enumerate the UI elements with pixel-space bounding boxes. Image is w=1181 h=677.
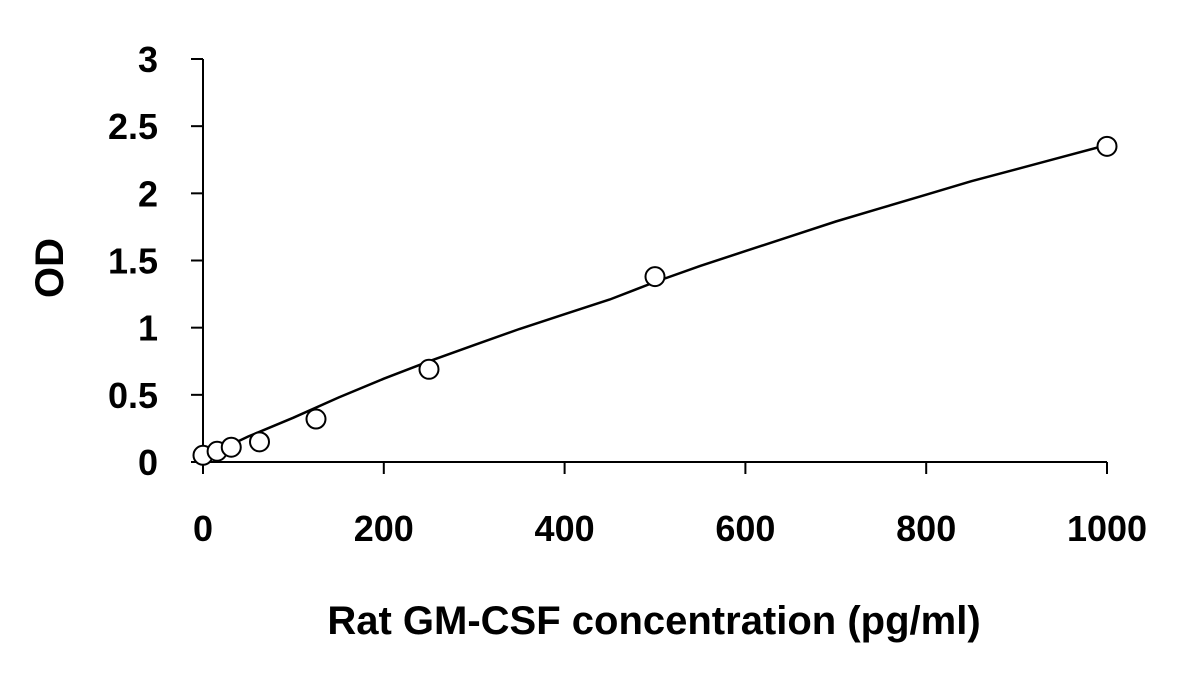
y-axis-ticks: 0 0.5 1 1.5 2 2.5 3 — [108, 39, 203, 483]
data-point — [249, 431, 270, 453]
x-tick-label: 400 — [535, 508, 595, 549]
x-tick-label: 200 — [354, 508, 414, 549]
x-axis-title: Rat GM-CSF concentration (pg/ml) — [327, 599, 980, 643]
fit-curve — [202, 143, 1108, 460]
y-tick-label: 1.5 — [108, 241, 158, 282]
data-point — [305, 408, 327, 430]
y-tick-label: 3 — [138, 39, 158, 80]
x-tick-label: 600 — [715, 508, 775, 549]
x-axis-ticks: 0 200 400 600 800 1000 — [193, 462, 1147, 549]
data-point — [220, 436, 242, 458]
y-tick-label: 0.5 — [108, 375, 158, 416]
x-tick-label: 1000 — [1067, 508, 1147, 549]
x-tick-label: 800 — [896, 508, 956, 549]
data-point — [1096, 135, 1118, 157]
y-axis-title: OD — [28, 238, 72, 298]
data-point — [644, 266, 666, 288]
y-tick-label: 0 — [138, 442, 158, 483]
data-point — [418, 358, 440, 380]
y-tick-label: 2.5 — [108, 106, 158, 147]
y-tick-label: 2 — [138, 173, 158, 214]
data-points — [192, 135, 1118, 466]
x-tick-label: 0 — [193, 508, 213, 549]
y-tick-label: 1 — [138, 308, 158, 349]
